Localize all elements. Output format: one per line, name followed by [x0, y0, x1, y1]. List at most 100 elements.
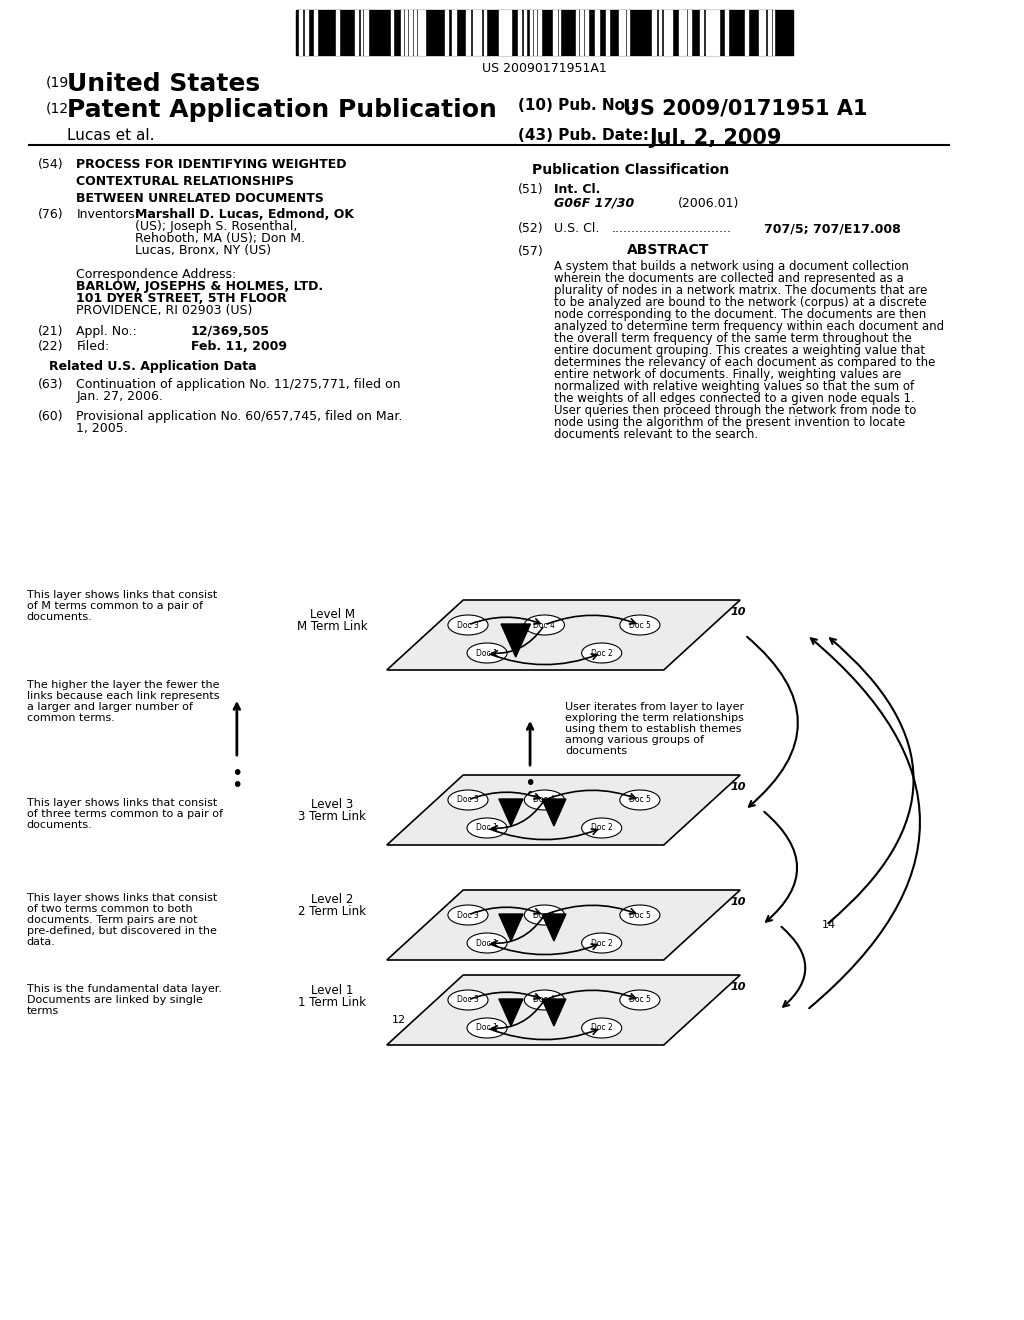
- Bar: [659, 11, 660, 55]
- Ellipse shape: [524, 990, 564, 1010]
- Bar: [364, 11, 368, 55]
- Bar: [452, 11, 456, 55]
- Text: Doc 1: Doc 1: [476, 648, 498, 657]
- Bar: [336, 11, 339, 55]
- Polygon shape: [542, 913, 566, 941]
- Text: Doc 5: Doc 5: [629, 796, 651, 804]
- Text: Inventors:: Inventors:: [77, 209, 139, 220]
- Text: This layer shows links that consist: This layer shows links that consist: [27, 590, 217, 601]
- Text: entire document grouping. This creates a weighting value that: entire document grouping. This creates a…: [554, 345, 925, 356]
- Bar: [553, 11, 557, 55]
- Text: (51): (51): [518, 183, 544, 195]
- Bar: [518, 11, 521, 55]
- Bar: [621, 11, 625, 55]
- Bar: [305, 11, 307, 55]
- Text: (22): (22): [38, 341, 63, 352]
- Text: (52): (52): [518, 222, 544, 235]
- Bar: [711, 11, 715, 55]
- Bar: [586, 11, 589, 55]
- Bar: [688, 11, 691, 55]
- Ellipse shape: [467, 1018, 507, 1038]
- Text: ..............................: ..............................: [611, 222, 731, 235]
- Bar: [414, 11, 417, 55]
- Bar: [744, 11, 748, 55]
- Text: (43) Pub. Date:: (43) Pub. Date:: [518, 128, 648, 143]
- Ellipse shape: [524, 906, 564, 925]
- Text: documents: documents: [565, 746, 628, 756]
- Text: 707/5; 707/E17.008: 707/5; 707/E17.008: [764, 222, 901, 235]
- Text: Feb. 11, 2009: Feb. 11, 2009: [191, 341, 287, 352]
- Text: •: •: [524, 785, 536, 805]
- Text: of three terms common to a pair of: of three terms common to a pair of: [27, 809, 223, 818]
- Text: Doc 1: Doc 1: [476, 1023, 498, 1032]
- Bar: [314, 11, 317, 55]
- Text: (60): (60): [38, 411, 63, 422]
- Ellipse shape: [582, 643, 622, 663]
- Text: Level 3: Level 3: [311, 799, 353, 810]
- Text: Doc 2: Doc 2: [591, 648, 612, 657]
- Text: •: •: [231, 776, 243, 795]
- Text: 12: 12: [391, 1015, 406, 1026]
- Text: Publication Classification: Publication Classification: [531, 162, 729, 177]
- Bar: [605, 11, 609, 55]
- Text: US 2009/0171951 A1: US 2009/0171951 A1: [623, 98, 867, 117]
- Text: A system that builds a network using a document collection: A system that builds a network using a d…: [554, 260, 909, 273]
- Text: (21): (21): [38, 325, 63, 338]
- Text: The higher the layer the fewer the: The higher the layer the fewer the: [27, 680, 219, 690]
- Text: Doc 5: Doc 5: [629, 620, 651, 630]
- Text: documents relevant to the search.: documents relevant to the search.: [554, 428, 758, 441]
- Bar: [484, 11, 486, 55]
- Bar: [404, 11, 407, 55]
- Bar: [296, 11, 793, 55]
- Text: documents.: documents.: [27, 820, 92, 830]
- Text: Level M: Level M: [310, 609, 355, 620]
- Ellipse shape: [524, 789, 564, 810]
- Polygon shape: [387, 601, 740, 671]
- Text: node using the algorithm of the present invention to locate: node using the algorithm of the present …: [554, 416, 905, 429]
- Text: Related U.S. Application Data: Related U.S. Application Data: [49, 360, 257, 374]
- Polygon shape: [387, 775, 740, 845]
- Text: Jan. 27, 2006.: Jan. 27, 2006.: [77, 389, 163, 403]
- Text: Lucas, Bronx, NY (US): Lucas, Bronx, NY (US): [135, 244, 270, 257]
- Bar: [299, 11, 302, 55]
- Text: Doc 2: Doc 2: [591, 824, 612, 833]
- Bar: [390, 11, 392, 55]
- Text: Provisional application No. 60/657,745, filed on Mar.: Provisional application No. 60/657,745, …: [77, 411, 402, 422]
- Ellipse shape: [467, 643, 507, 663]
- Bar: [524, 11, 526, 55]
- Text: User iterates from layer to layer: User iterates from layer to layer: [565, 702, 744, 711]
- Text: pre-defined, but discovered in the: pre-defined, but discovered in the: [27, 927, 217, 936]
- Text: Doc 4: Doc 4: [534, 796, 555, 804]
- Text: User queries then proceed through the network from node to: User queries then proceed through the ne…: [554, 404, 916, 417]
- Text: Patent Application Publication: Patent Application Publication: [67, 98, 497, 121]
- Bar: [759, 11, 761, 55]
- Text: Level 2: Level 2: [311, 894, 353, 906]
- Ellipse shape: [620, 906, 659, 925]
- Text: (57): (57): [518, 246, 544, 257]
- Text: (US); Joseph S. Rosenthal,: (US); Joseph S. Rosenthal,: [135, 220, 297, 234]
- Text: Appl. No.:: Appl. No.:: [77, 325, 137, 338]
- Text: (19): (19): [46, 75, 75, 88]
- Bar: [706, 11, 710, 55]
- Text: 14: 14: [821, 920, 836, 931]
- Text: plurality of nodes in a network matrix. The documents that are: plurality of nodes in a network matrix. …: [554, 284, 928, 297]
- Bar: [762, 11, 765, 55]
- Bar: [419, 11, 422, 55]
- Bar: [679, 11, 683, 55]
- Text: 10: 10: [730, 898, 746, 907]
- Bar: [409, 11, 412, 55]
- Text: 1, 2005.: 1, 2005.: [77, 422, 128, 436]
- Text: Doc 4: Doc 4: [534, 911, 555, 920]
- Text: BARLOW, JOSEPHS & HOLMES, LTD.: BARLOW, JOSEPHS & HOLMES, LTD.: [77, 280, 324, 293]
- Text: exploring the term relationships: exploring the term relationships: [565, 713, 744, 723]
- Text: 3 Term Link: 3 Term Link: [298, 810, 367, 822]
- Text: This layer shows links that consist: This layer shows links that consist: [27, 894, 217, 903]
- Text: (54): (54): [38, 158, 63, 172]
- Bar: [716, 11, 719, 55]
- Text: Marshall D. Lucas, Edmond, OK: Marshall D. Lucas, Edmond, OK: [135, 209, 353, 220]
- Text: 10: 10: [730, 607, 746, 616]
- Bar: [627, 11, 630, 55]
- Text: the overall term frequency of the same term throughout the: the overall term frequency of the same t…: [554, 333, 911, 345]
- Text: documents. Term pairs are not: documents. Term pairs are not: [27, 915, 198, 925]
- Text: determines the relevancy of each document as compared to the: determines the relevancy of each documen…: [554, 356, 935, 370]
